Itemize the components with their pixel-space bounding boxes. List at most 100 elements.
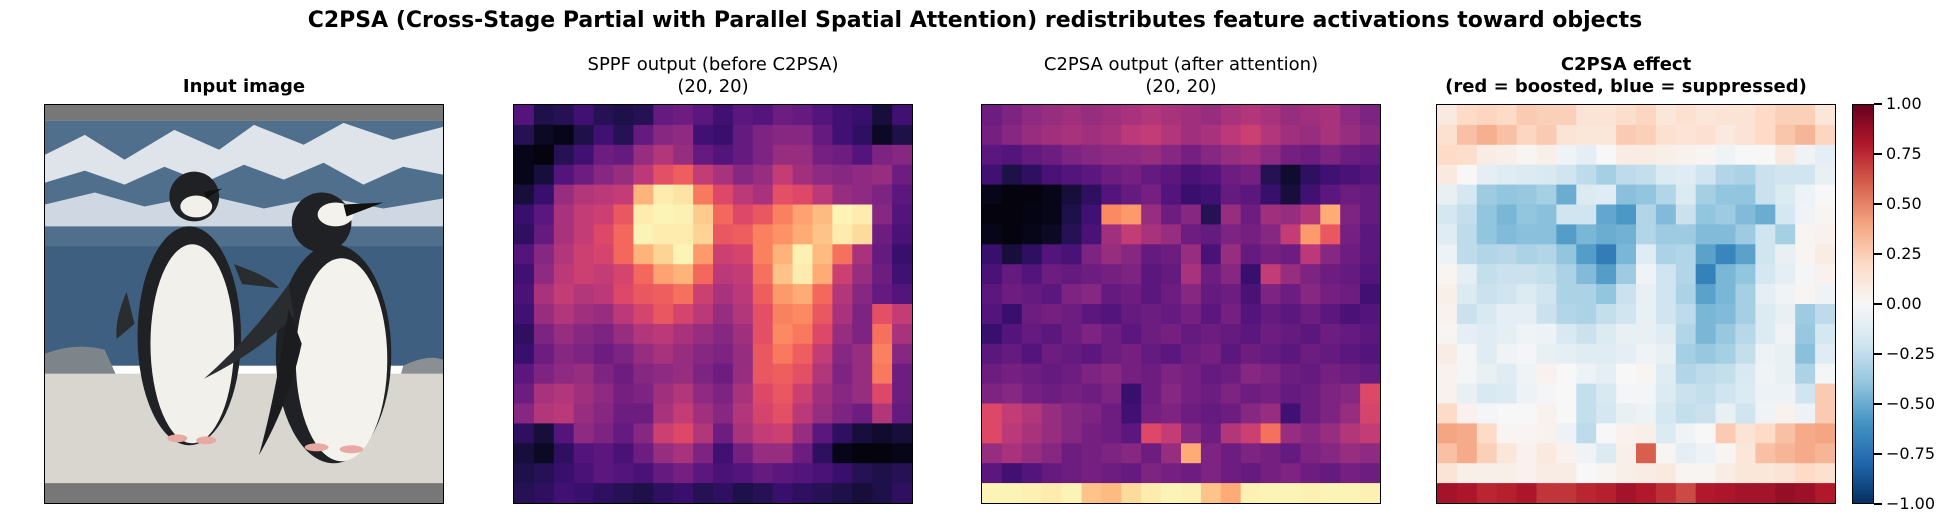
heatmap-cell (1081, 423, 1102, 444)
heatmap-cell (1200, 164, 1222, 185)
heatmap-cell (553, 383, 575, 404)
heatmap-cell (514, 204, 535, 225)
heatmap-cell (752, 124, 774, 146)
heatmap-cell (1556, 403, 1577, 424)
heatmap-cell (1675, 284, 1697, 305)
heatmap-cell (1536, 284, 1557, 305)
heatmap-cell (1795, 164, 1816, 185)
heatmap-cell (514, 264, 535, 285)
heatmap-cell (1260, 224, 1281, 245)
heatmap-cell (1001, 323, 1023, 345)
heatmap-cell (1715, 124, 1736, 146)
heatmap-cell (872, 184, 893, 205)
heatmap-cell (1161, 343, 1182, 365)
heatmap-cell (533, 383, 555, 404)
heatmap-cell (1061, 363, 1082, 384)
heatmap-cell (792, 144, 813, 166)
heatmap-cell (1300, 184, 1321, 205)
colorbar-tick (1874, 303, 1882, 305)
heatmap-cell (1220, 284, 1242, 305)
heatmap-cell (1516, 423, 1537, 444)
heatmap-cell (553, 363, 575, 384)
heatmap-cell (1636, 124, 1657, 146)
heatmap-cell (1556, 383, 1577, 404)
heatmap-cell (1815, 323, 1835, 345)
heatmap-cell (1300, 343, 1321, 365)
heatmap-cell (812, 105, 833, 126)
heatmap-cell (653, 224, 674, 245)
heatmap-cell (1220, 204, 1242, 225)
heatmap-cell (812, 323, 833, 345)
heatmap-cell (832, 224, 853, 245)
heatmap-cell (1340, 184, 1361, 205)
heatmap-cell (633, 284, 654, 305)
heatmap-cell (852, 164, 873, 185)
heatmap-cell (514, 105, 535, 126)
heatmap-cell (1001, 105, 1023, 126)
heatmap-cell (1695, 363, 1716, 384)
heatmap-cell (1476, 323, 1498, 345)
heatmap-cell (1735, 343, 1756, 365)
heatmap-cell (752, 184, 774, 205)
heatmap-cell (892, 323, 912, 345)
heatmap-cell (593, 443, 614, 464)
heatmap-cell (1101, 264, 1122, 285)
heatmap-cell (1300, 383, 1321, 404)
heatmap-cell (1340, 483, 1361, 503)
heatmap-cell (1220, 343, 1242, 365)
heatmap-cell (633, 164, 654, 185)
heatmap-cell (1775, 105, 1796, 126)
heatmap-cell (1081, 363, 1102, 384)
heatmap-cell (1755, 164, 1776, 185)
heatmap-cell (1161, 144, 1182, 166)
heatmap-cell (832, 164, 853, 185)
heatmap-cell (713, 423, 734, 444)
heatmap-cell (514, 403, 535, 424)
heatmap-cell (633, 403, 654, 424)
heatmap-cell (872, 323, 893, 345)
heatmap-cell (1101, 184, 1122, 205)
heatmap-cell (1496, 383, 1517, 404)
heatmap-cell (1516, 264, 1537, 285)
heatmap-cell (1795, 264, 1816, 285)
heatmap-cell (1576, 403, 1597, 424)
heatmap-cell (1775, 403, 1796, 424)
heatmap-cell (1300, 323, 1321, 345)
heatmap-cell (1121, 463, 1142, 484)
heatmap-cell (872, 284, 893, 305)
heatmap-cell (713, 204, 734, 225)
heatmap-cell (1141, 124, 1162, 146)
heatmap-cell (514, 383, 535, 404)
heatmap-cell (732, 124, 754, 146)
heatmap-cell (514, 244, 535, 265)
heatmap-cell (1220, 483, 1242, 503)
heatmap-cell (573, 463, 594, 484)
heatmap-cell (1695, 164, 1716, 185)
snow-patches (45, 122, 443, 185)
heatmap-cell (1260, 284, 1281, 305)
heatmap-cell (1496, 403, 1517, 424)
heatmap-cell (1141, 343, 1162, 365)
heatmap-cell (982, 164, 1003, 185)
heatmap-cell (1260, 144, 1281, 166)
figure-title: C2PSA (Cross-Stage Partial with Parallel… (307, 8, 1643, 33)
heatmap-cell (1200, 244, 1222, 265)
heatmap-cell (1101, 403, 1122, 424)
heatmap-cell (1695, 204, 1716, 225)
heatmap-cell (1240, 164, 1261, 185)
heatmap-cell (1260, 363, 1281, 384)
colorbar-tick (1874, 253, 1882, 255)
heatmap-cell (673, 224, 694, 245)
heatmap-cell (1200, 284, 1222, 305)
heatmap-cell (1735, 105, 1756, 126)
heatmap-cell (1240, 284, 1261, 305)
heatmap-cell (533, 343, 555, 365)
heatmap-cell (852, 383, 873, 404)
heatmap-cell (1655, 323, 1677, 345)
heatmap-cell (1516, 224, 1537, 245)
heatmap-cell (1437, 423, 1458, 444)
heatmap-cell (872, 463, 893, 484)
heatmap-cell (693, 423, 714, 444)
heatmap-cell (1260, 423, 1281, 444)
heatmap-cell (533, 423, 555, 444)
